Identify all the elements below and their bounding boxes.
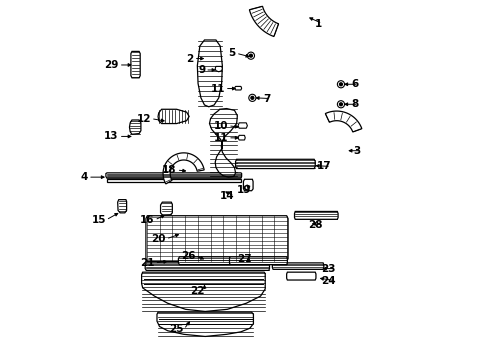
Text: 6: 6 (351, 79, 358, 89)
Text: 14: 14 (220, 191, 234, 201)
Text: 10: 10 (213, 121, 227, 131)
Text: 16: 16 (140, 215, 154, 225)
Polygon shape (197, 40, 222, 107)
Text: 2: 2 (186, 54, 193, 64)
Circle shape (339, 103, 342, 106)
Polygon shape (209, 109, 237, 177)
Text: 26: 26 (181, 251, 195, 261)
Text: 27: 27 (237, 254, 251, 264)
Polygon shape (235, 159, 315, 168)
Circle shape (339, 83, 342, 86)
Polygon shape (145, 263, 269, 270)
Polygon shape (118, 200, 126, 213)
Text: 22: 22 (190, 287, 204, 296)
Polygon shape (106, 173, 241, 178)
Circle shape (250, 96, 253, 99)
Polygon shape (286, 272, 315, 280)
Polygon shape (325, 111, 361, 132)
Text: 21: 21 (140, 258, 154, 268)
Text: 3: 3 (353, 146, 360, 156)
Text: 4: 4 (81, 172, 88, 182)
Polygon shape (215, 66, 222, 72)
Polygon shape (107, 179, 241, 182)
Polygon shape (129, 120, 141, 134)
Text: 13: 13 (104, 131, 119, 141)
Text: 29: 29 (104, 60, 119, 70)
Polygon shape (142, 272, 264, 311)
Polygon shape (163, 153, 204, 184)
Text: 1: 1 (314, 18, 322, 28)
Text: 25: 25 (169, 324, 183, 334)
Text: 7: 7 (263, 94, 270, 104)
Text: 15: 15 (91, 215, 106, 225)
Polygon shape (234, 86, 241, 90)
Polygon shape (294, 211, 337, 219)
Text: 28: 28 (307, 220, 322, 230)
Text: 8: 8 (351, 99, 358, 109)
Circle shape (249, 54, 252, 57)
Polygon shape (145, 216, 287, 261)
Polygon shape (157, 312, 253, 337)
Text: 17: 17 (316, 161, 330, 171)
Text: 11: 11 (213, 133, 227, 143)
Text: 24: 24 (320, 276, 335, 286)
Text: 11: 11 (210, 84, 224, 94)
Polygon shape (178, 257, 230, 265)
Text: 18: 18 (162, 165, 176, 175)
Polygon shape (229, 257, 287, 265)
Text: 20: 20 (151, 234, 165, 244)
Text: 9: 9 (198, 65, 205, 75)
Text: 23: 23 (321, 264, 335, 274)
Polygon shape (238, 135, 244, 140)
Polygon shape (249, 6, 278, 36)
Polygon shape (238, 123, 247, 128)
Text: 19: 19 (237, 185, 251, 195)
Text: 12: 12 (136, 113, 151, 123)
Polygon shape (131, 51, 140, 78)
Polygon shape (158, 109, 189, 123)
Polygon shape (160, 202, 172, 216)
Polygon shape (243, 179, 253, 191)
Polygon shape (272, 263, 323, 269)
Text: 5: 5 (228, 48, 235, 58)
